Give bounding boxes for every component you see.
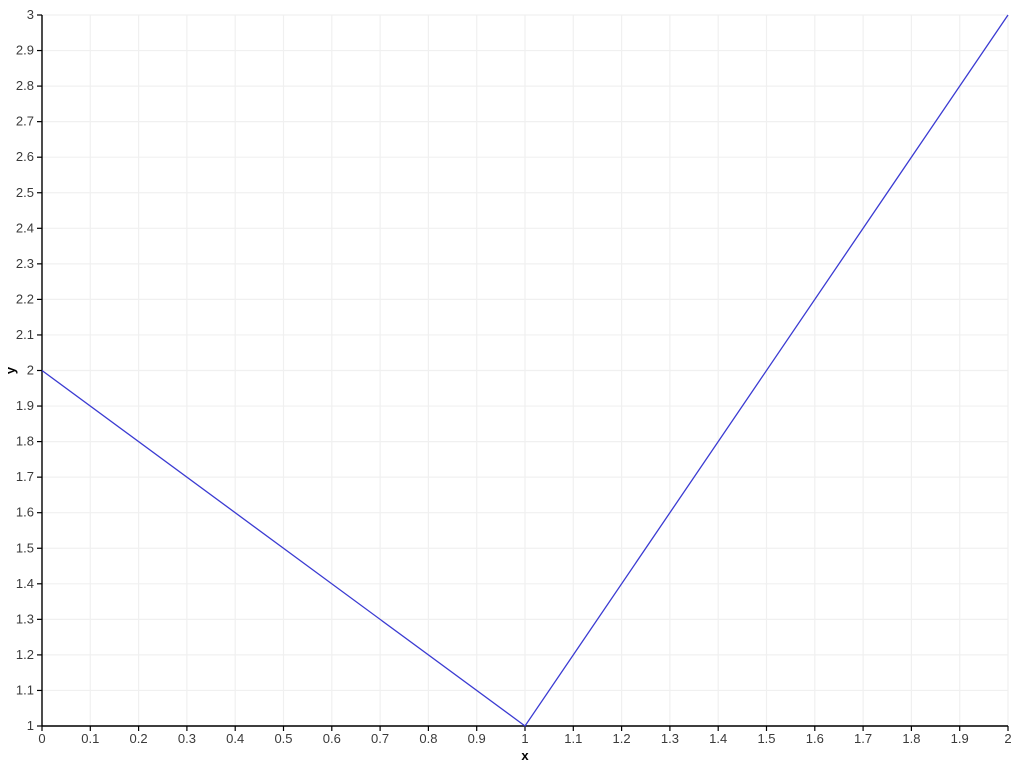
x-tick-label: 1.1 — [564, 731, 582, 746]
y-axis-label: y — [3, 366, 18, 374]
x-tick-label: 1 — [521, 731, 528, 746]
x-tick-label: 2 — [1004, 731, 1011, 746]
x-tick-label: 0.8 — [419, 731, 437, 746]
data-line — [41, 14, 1009, 727]
tick-labels: 0 0.1 0.2 0.3 0.4 0.5 0.6 0.7 0.8 0.9 1 1.1 1.2 1.3 1.… — [16, 7, 1012, 746]
x-tick-label: 0 — [38, 731, 45, 746]
tick-marks — [37, 14, 1009, 731]
y-tick-label: 2.3 — [16, 256, 34, 271]
x-tick-label: 1.3 — [661, 731, 679, 746]
y-tick-label: 3 — [27, 7, 34, 22]
y-tick-label: 2 — [27, 363, 34, 378]
y-tick-label: 1.5 — [16, 540, 34, 555]
y-tick-label: 1.4 — [16, 576, 34, 591]
y-tick-label: 1.2 — [16, 647, 34, 662]
y-tick-label: 1 — [27, 718, 34, 733]
y-tick-label: 2.2 — [16, 291, 34, 306]
x-tick-label: 1.2 — [613, 731, 631, 746]
y-tick-label: 2.8 — [16, 78, 34, 93]
x-tick-label: 0.9 — [468, 731, 486, 746]
y-tick-label: 1.8 — [16, 434, 34, 449]
grid — [41, 14, 1009, 727]
y-tick-label: 1.3 — [16, 611, 34, 626]
x-tick-label: 1.8 — [902, 731, 920, 746]
x-tick-label: 0.2 — [130, 731, 148, 746]
x-tick-label: 1.7 — [854, 731, 872, 746]
y-tick-label: 2.1 — [16, 327, 34, 342]
x-tick-label: 1.4 — [709, 731, 727, 746]
x-axis-label: x — [521, 748, 529, 763]
x-tick-label: 0.6 — [323, 731, 341, 746]
y-tick-label: 2.7 — [16, 114, 34, 129]
y-tick-label: 1.6 — [16, 505, 34, 520]
y-tick-label: 2.5 — [16, 185, 34, 200]
x-tick-label: 0.3 — [178, 731, 196, 746]
y-tick-label: 1.9 — [16, 398, 34, 413]
y-tick-label: 1.7 — [16, 469, 34, 484]
x-tick-label: 1.9 — [951, 731, 969, 746]
y-tick-label: 2.4 — [16, 220, 34, 235]
y-tick-label: 2.6 — [16, 149, 34, 164]
x-tick-label: 0.7 — [371, 731, 389, 746]
x-tick-label: 0.5 — [274, 731, 292, 746]
x-tick-label: 0.4 — [226, 731, 244, 746]
y-tick-label: 2.9 — [16, 43, 34, 58]
x-tick-label: 1.5 — [757, 731, 775, 746]
x-tick-label: 0.1 — [81, 731, 99, 746]
x-tick-label: 1.6 — [806, 731, 824, 746]
y-tick-label: 1.1 — [16, 682, 34, 697]
